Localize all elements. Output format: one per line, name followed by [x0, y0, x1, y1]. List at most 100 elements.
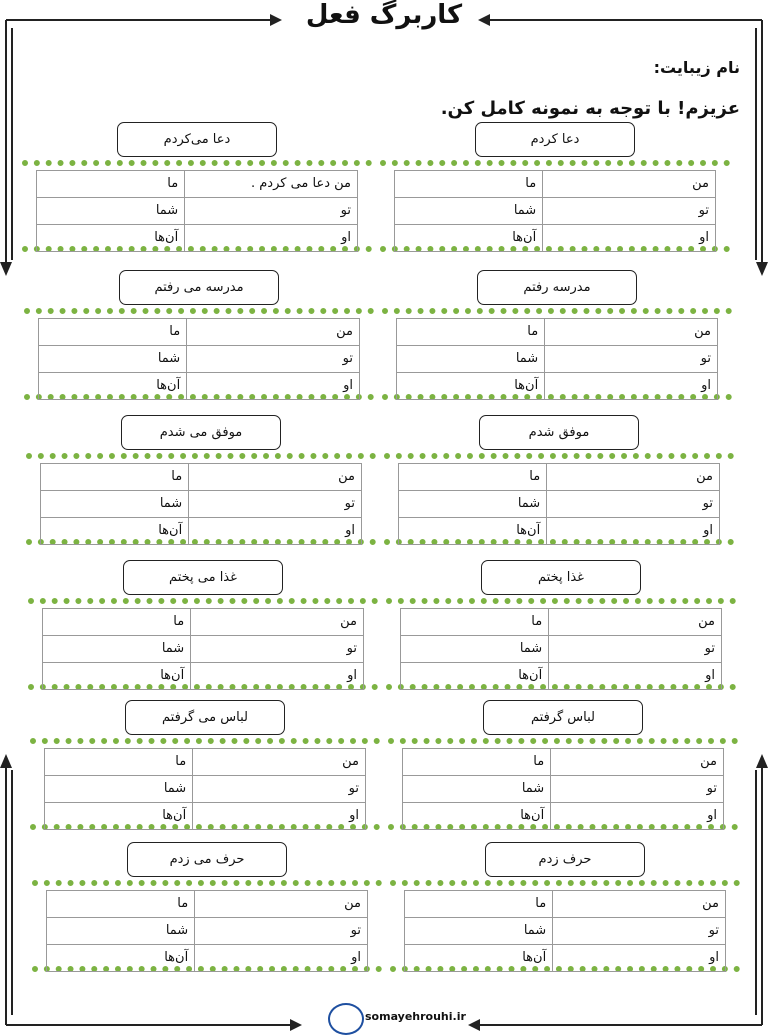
- table-cell: ما: [533, 754, 545, 769]
- table-row: تو شما: [40, 491, 362, 518]
- table-cell: شما: [157, 351, 181, 366]
- table-cell: شما: [517, 496, 541, 511]
- table-row: من ما: [44, 748, 366, 776]
- table-cell: ما: [173, 614, 185, 629]
- table-row: او آن‌ها: [404, 945, 726, 972]
- table-cell: من: [552, 891, 725, 917]
- table-cell: آن‌ها: [514, 378, 539, 393]
- title: کاربرگ فعل: [305, 0, 463, 30]
- table-row: او آن‌ها: [44, 803, 366, 830]
- table-cell: من: [550, 749, 723, 775]
- table-cell: آن‌ها: [512, 230, 537, 245]
- table-row: او آن‌ها: [40, 518, 362, 545]
- exercise-label: مدرسه رفتم: [477, 270, 637, 305]
- table-row: تو شما: [400, 636, 722, 663]
- table-cell: ما: [167, 176, 179, 191]
- table-row: من ما: [40, 463, 362, 491]
- exercise-label: لباس می گرفتم: [125, 700, 285, 735]
- exercise: مدرسه می رفتم من ما تو شما او آن‌ها: [24, 270, 374, 405]
- table-row: من ما: [42, 608, 364, 636]
- table-cell: آن‌ها: [516, 523, 541, 538]
- exercise-table: من ما تو شما او آن‌ها: [24, 308, 374, 400]
- exercise-label: موفق شدم: [479, 415, 639, 450]
- table-cell: او: [546, 518, 719, 544]
- table-cell: آن‌ها: [158, 523, 183, 538]
- table-cell: تو: [542, 198, 715, 224]
- table-cell: شما: [159, 496, 183, 511]
- table-row: تو شما: [402, 776, 724, 803]
- exercise-table: من ما تو شما او آن‌ها: [382, 308, 732, 400]
- table-cell: آن‌ها: [160, 668, 185, 683]
- table-cell: تو: [190, 636, 363, 662]
- exercise: غذا می پختم من ما تو شما او آن‌ها: [28, 560, 378, 695]
- table-cell: تو: [188, 491, 361, 517]
- exercise-table: من ما تو شما او آن‌ها: [26, 453, 376, 545]
- exercise: موفق شدم من ما تو شما او آن‌ها: [384, 415, 734, 550]
- exercise-table: من دعا می کردم . ما تو شما او آن‌ها: [22, 160, 372, 252]
- table-row: تو شما: [394, 198, 716, 225]
- table-row: تو شما: [36, 198, 358, 225]
- table-cell: شما: [513, 203, 537, 218]
- exercise-table: من ما تو شما او آن‌ها: [32, 880, 382, 972]
- table-cell: او: [194, 945, 367, 971]
- exercise: دعا می‌کردم من دعا می کردم . ما تو شما او آن‌ه…: [22, 122, 372, 257]
- exercise: حرف می زدم من ما تو شما او آن‌ها: [32, 842, 382, 977]
- table-cell: تو: [184, 198, 357, 224]
- table-cell: تو: [546, 491, 719, 517]
- table-row: من ما: [396, 318, 718, 346]
- table-row: تو شما: [42, 636, 364, 663]
- exercise-label: دعا کردم: [475, 122, 635, 157]
- table-cell: ما: [171, 469, 183, 484]
- table-cell: ما: [529, 469, 541, 484]
- table-cell: تو: [194, 918, 367, 944]
- exercise-table: من ما تو شما او آن‌ها: [390, 880, 740, 972]
- table-cell: شما: [523, 923, 547, 938]
- table-row: تو شما: [38, 346, 360, 373]
- table-row: او آن‌ها: [46, 945, 368, 972]
- table-cell: تو: [544, 346, 717, 372]
- table-row: او آن‌ها: [398, 518, 720, 545]
- table-cell: من: [548, 609, 721, 635]
- table-cell: آن‌ها: [154, 230, 179, 245]
- exercise: لباس گرفتم من ما تو شما او آن‌ها: [388, 700, 738, 835]
- table-row: من ما: [402, 748, 724, 776]
- table-row: او آن‌ها: [394, 225, 716, 252]
- table-row: او آن‌ها: [42, 663, 364, 690]
- logo: [328, 1003, 364, 1035]
- table-cell: شما: [521, 781, 545, 796]
- table-row: او آن‌ها: [36, 225, 358, 252]
- exercise: لباس می گرفتم من ما تو شما او آن‌ها: [30, 700, 380, 835]
- table-cell: شما: [519, 641, 543, 656]
- exercise-label: غذا می پختم: [123, 560, 283, 595]
- table-row: او آن‌ها: [400, 663, 722, 690]
- table-cell: او: [544, 373, 717, 399]
- exercise: مدرسه رفتم من ما تو شما او آن‌ها: [382, 270, 732, 405]
- table-cell: ما: [527, 324, 539, 339]
- table-cell: ما: [175, 754, 187, 769]
- table-row: او آن‌ها: [38, 373, 360, 400]
- table-row: تو شما: [46, 918, 368, 945]
- table-cell: شما: [163, 781, 187, 796]
- table-cell: او: [188, 518, 361, 544]
- exercise-label: حرف می زدم: [127, 842, 287, 877]
- exercise-label: حرف زدم: [485, 842, 645, 877]
- table-cell: تو: [552, 918, 725, 944]
- exercise: حرف زدم من ما تو شما او آن‌ها: [390, 842, 740, 977]
- table-cell: من: [192, 749, 365, 775]
- exercise-table: من ما تو شما او آن‌ها: [28, 598, 378, 690]
- table-row: من ما: [400, 608, 722, 636]
- table-cell: شما: [165, 923, 189, 938]
- table-cell: من: [188, 464, 361, 490]
- table-row: تو شما: [44, 776, 366, 803]
- table-row: تو شما: [398, 491, 720, 518]
- footer-site: somayehrouhi.ir: [365, 1010, 466, 1023]
- table-cell: من: [190, 609, 363, 635]
- exercise-table: من ما تو شما او آن‌ها: [388, 738, 738, 830]
- table-cell: شما: [515, 351, 539, 366]
- table-cell: آن‌ها: [164, 950, 189, 965]
- table-cell: تو: [550, 776, 723, 802]
- table-row: او آن‌ها: [402, 803, 724, 830]
- exercise-table: من ما تو شما او آن‌ها: [386, 598, 736, 690]
